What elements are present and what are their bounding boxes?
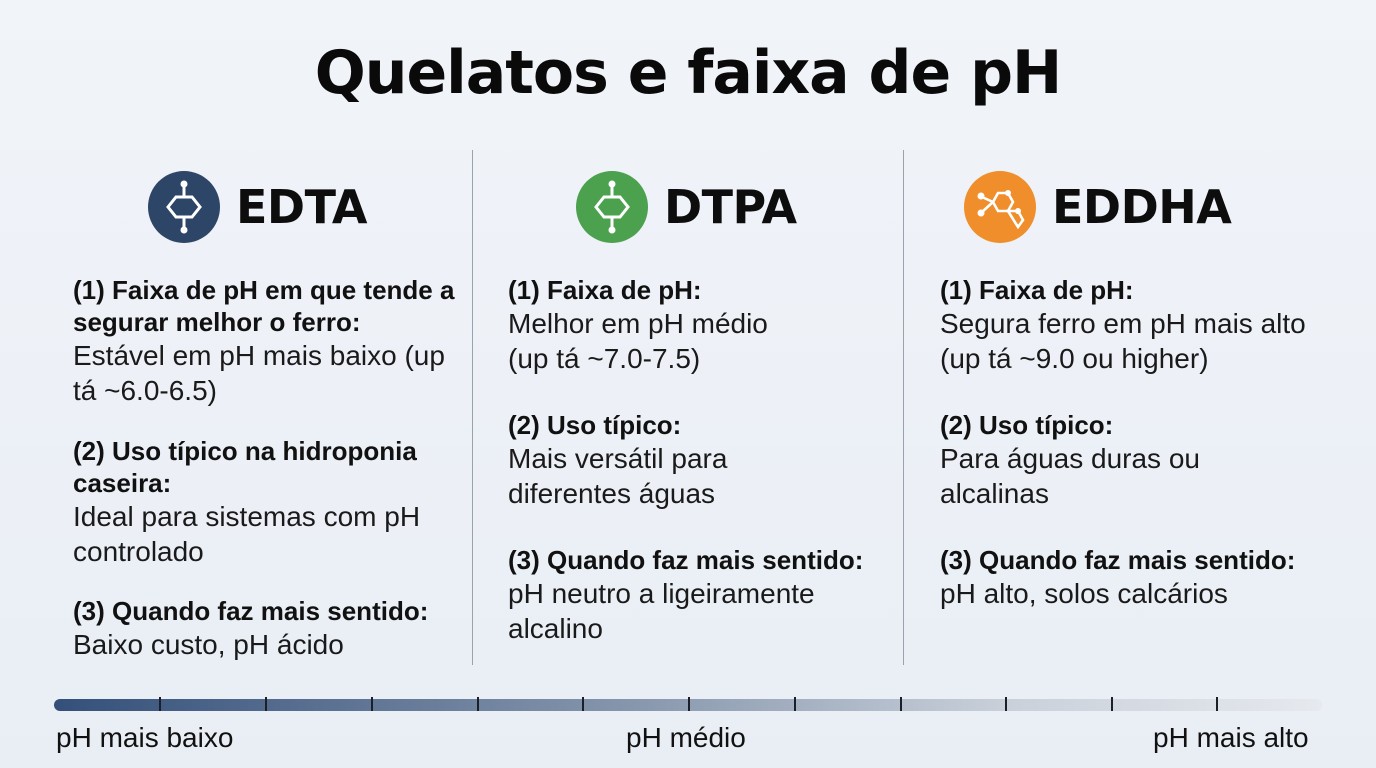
item-heading: (1) Faixa de pH em que tende a segurar m… (73, 275, 455, 337)
page-title: Quelatos e faixa de pH (314, 38, 1063, 108)
column-header: EDDHA (964, 170, 1232, 244)
item-heading: (1) Faixa de pH: (940, 275, 1134, 305)
column-title: EDTA (236, 180, 368, 234)
item-text: Melhor em pH médio (up tá ~7.0-7.5) (508, 308, 768, 374)
item-text: Mais versátil para diferentes águas (508, 443, 728, 509)
molecule-icon (576, 171, 648, 243)
scale-tick (371, 697, 373, 711)
item-text: pH neutro a ligeiramente alcalino (508, 578, 815, 644)
item-text: Baixo custo, pH ácido (73, 629, 344, 660)
item-ph-range: (1) Faixa de pH em que tende a segurar m… (73, 274, 473, 408)
item-ph-range: (1) Faixa de pH: Segura ferro em pH mais… (940, 274, 1340, 376)
scale-tick (1005, 697, 1007, 711)
item-typical-use: (2) Uso típico: Mais versátil para difer… (508, 409, 908, 511)
item-typical-use: (2) Uso típico na hidroponia caseira: Id… (73, 435, 473, 569)
item-heading: (3) Quando faz mais sentido: (940, 545, 1296, 575)
scale-tick (582, 697, 584, 711)
scale-tick (159, 697, 161, 711)
item-heading: (2) Uso típico: (940, 410, 1114, 440)
scale-tick (1111, 697, 1113, 711)
item-text: Segura ferro em pH mais alto (up tá ~9.0… (940, 308, 1306, 374)
column-header: EDTA (148, 170, 368, 244)
scale-label-mid: pH médio (626, 722, 746, 753)
scale-tick (900, 697, 902, 711)
item-text: Para águas duras ou alcalinas (940, 443, 1200, 509)
item-heading: (3) Quando faz mais sentido: (73, 596, 429, 626)
column-header: DTPA (576, 170, 797, 244)
item-heading: (3) Quando faz mais sentido: (508, 545, 864, 575)
scale-tick (265, 697, 267, 711)
scale-tick (794, 697, 796, 711)
item-heading: (1) Faixa de pH: (508, 275, 702, 305)
item-text: Ideal para sistemas com pH controlado (73, 501, 421, 567)
scale-label-high: pH mais alto (1153, 722, 1309, 753)
scale-tick (477, 697, 479, 711)
column-divider-1 (472, 150, 473, 665)
column-title: EDDHA (1052, 180, 1232, 234)
item-text: Estável em pH mais baixo (up tá ~6.0-6.5… (73, 340, 445, 406)
item-typical-use: (2) Uso típico: Para águas duras ou alca… (940, 409, 1340, 511)
item-when-best: (3) Quando faz mais sentido: pH alto, so… (940, 544, 1340, 611)
scale-tick (688, 697, 690, 711)
column-divider-2 (903, 150, 904, 665)
item-when-best: (3) Quando faz mais sentido: pH neutro a… (508, 544, 908, 646)
scale-tick (1216, 697, 1218, 711)
molecule-icon (148, 171, 220, 243)
item-ph-range: (1) Faixa de pH: Melhor em pH médio (up … (508, 274, 908, 376)
molecule-cluster-icon (964, 171, 1036, 243)
item-heading: (2) Uso típico: (508, 410, 682, 440)
scale-label-low: pH mais baixo (56, 722, 234, 753)
ph-scale-bar (54, 697, 1322, 711)
item-text: pH alto, solos calcários (940, 578, 1228, 609)
column-title: DTPA (664, 180, 797, 234)
item-when-best: (3) Quando faz mais sentido: Baixo custo… (73, 595, 473, 662)
item-heading: (2) Uso típico na hidroponia caseira: (73, 436, 417, 498)
